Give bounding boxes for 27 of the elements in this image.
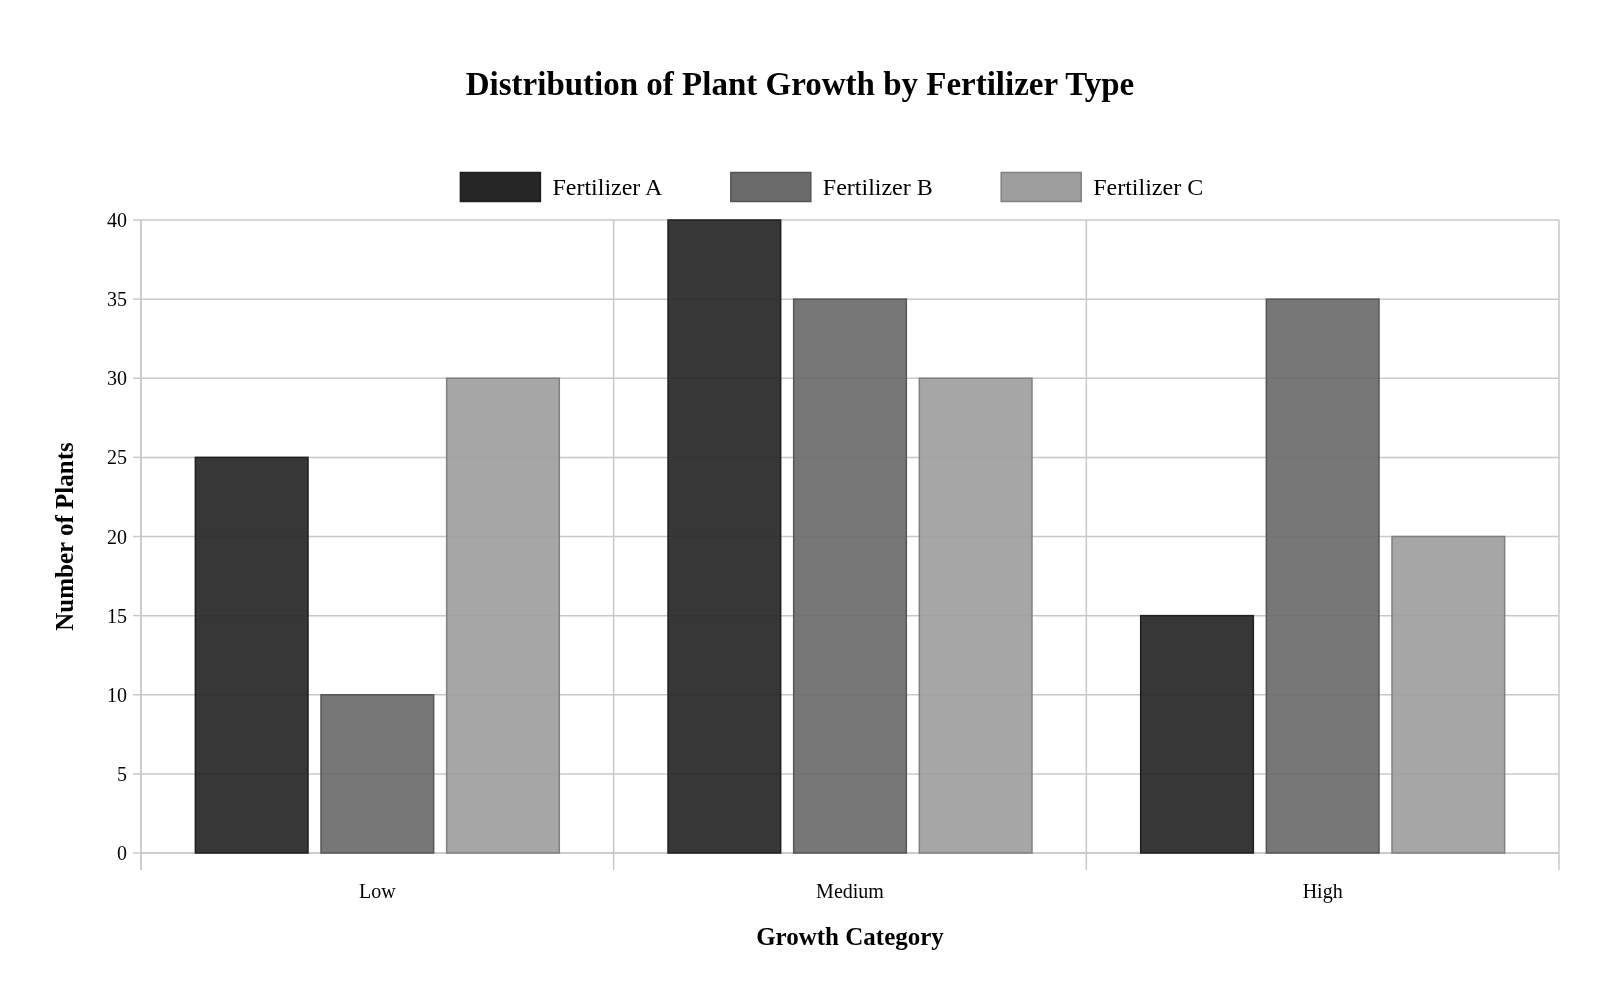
chart-title: Distribution of Plant Growth by Fertilizer Type [465,66,1135,102]
bar [667,219,782,854]
x-tick-label: Low [359,880,397,902]
bar [1265,298,1380,854]
y-tick-label: 10 [107,683,127,706]
y-tick-label: 40 [107,209,127,231]
bar [445,377,561,854]
y-tick-label: 30 [107,367,127,390]
x-axis-title: Growth Category [756,922,945,950]
y-tick-label: 5 [117,762,127,785]
x-tick-label: Medium [816,880,885,902]
y-tick-label: 35 [107,288,127,311]
legend-label: Fertilizer C [1093,174,1204,200]
bar [320,694,435,854]
x-tick-label: High [1302,880,1343,903]
y-axis-title: Number of Plants [50,442,78,631]
legend-label: Fertilizer B [822,174,933,200]
bar [792,298,908,854]
bar [1139,614,1255,854]
y-tick-label: 15 [107,604,127,627]
legend-label: Fertilizer A [552,174,664,200]
bar [194,456,309,854]
bar [918,377,1033,854]
bar [1391,535,1506,854]
y-tick-label: 25 [107,446,127,469]
y-tick-label: 0 [117,842,127,864]
y-tick-label: 20 [107,525,127,548]
